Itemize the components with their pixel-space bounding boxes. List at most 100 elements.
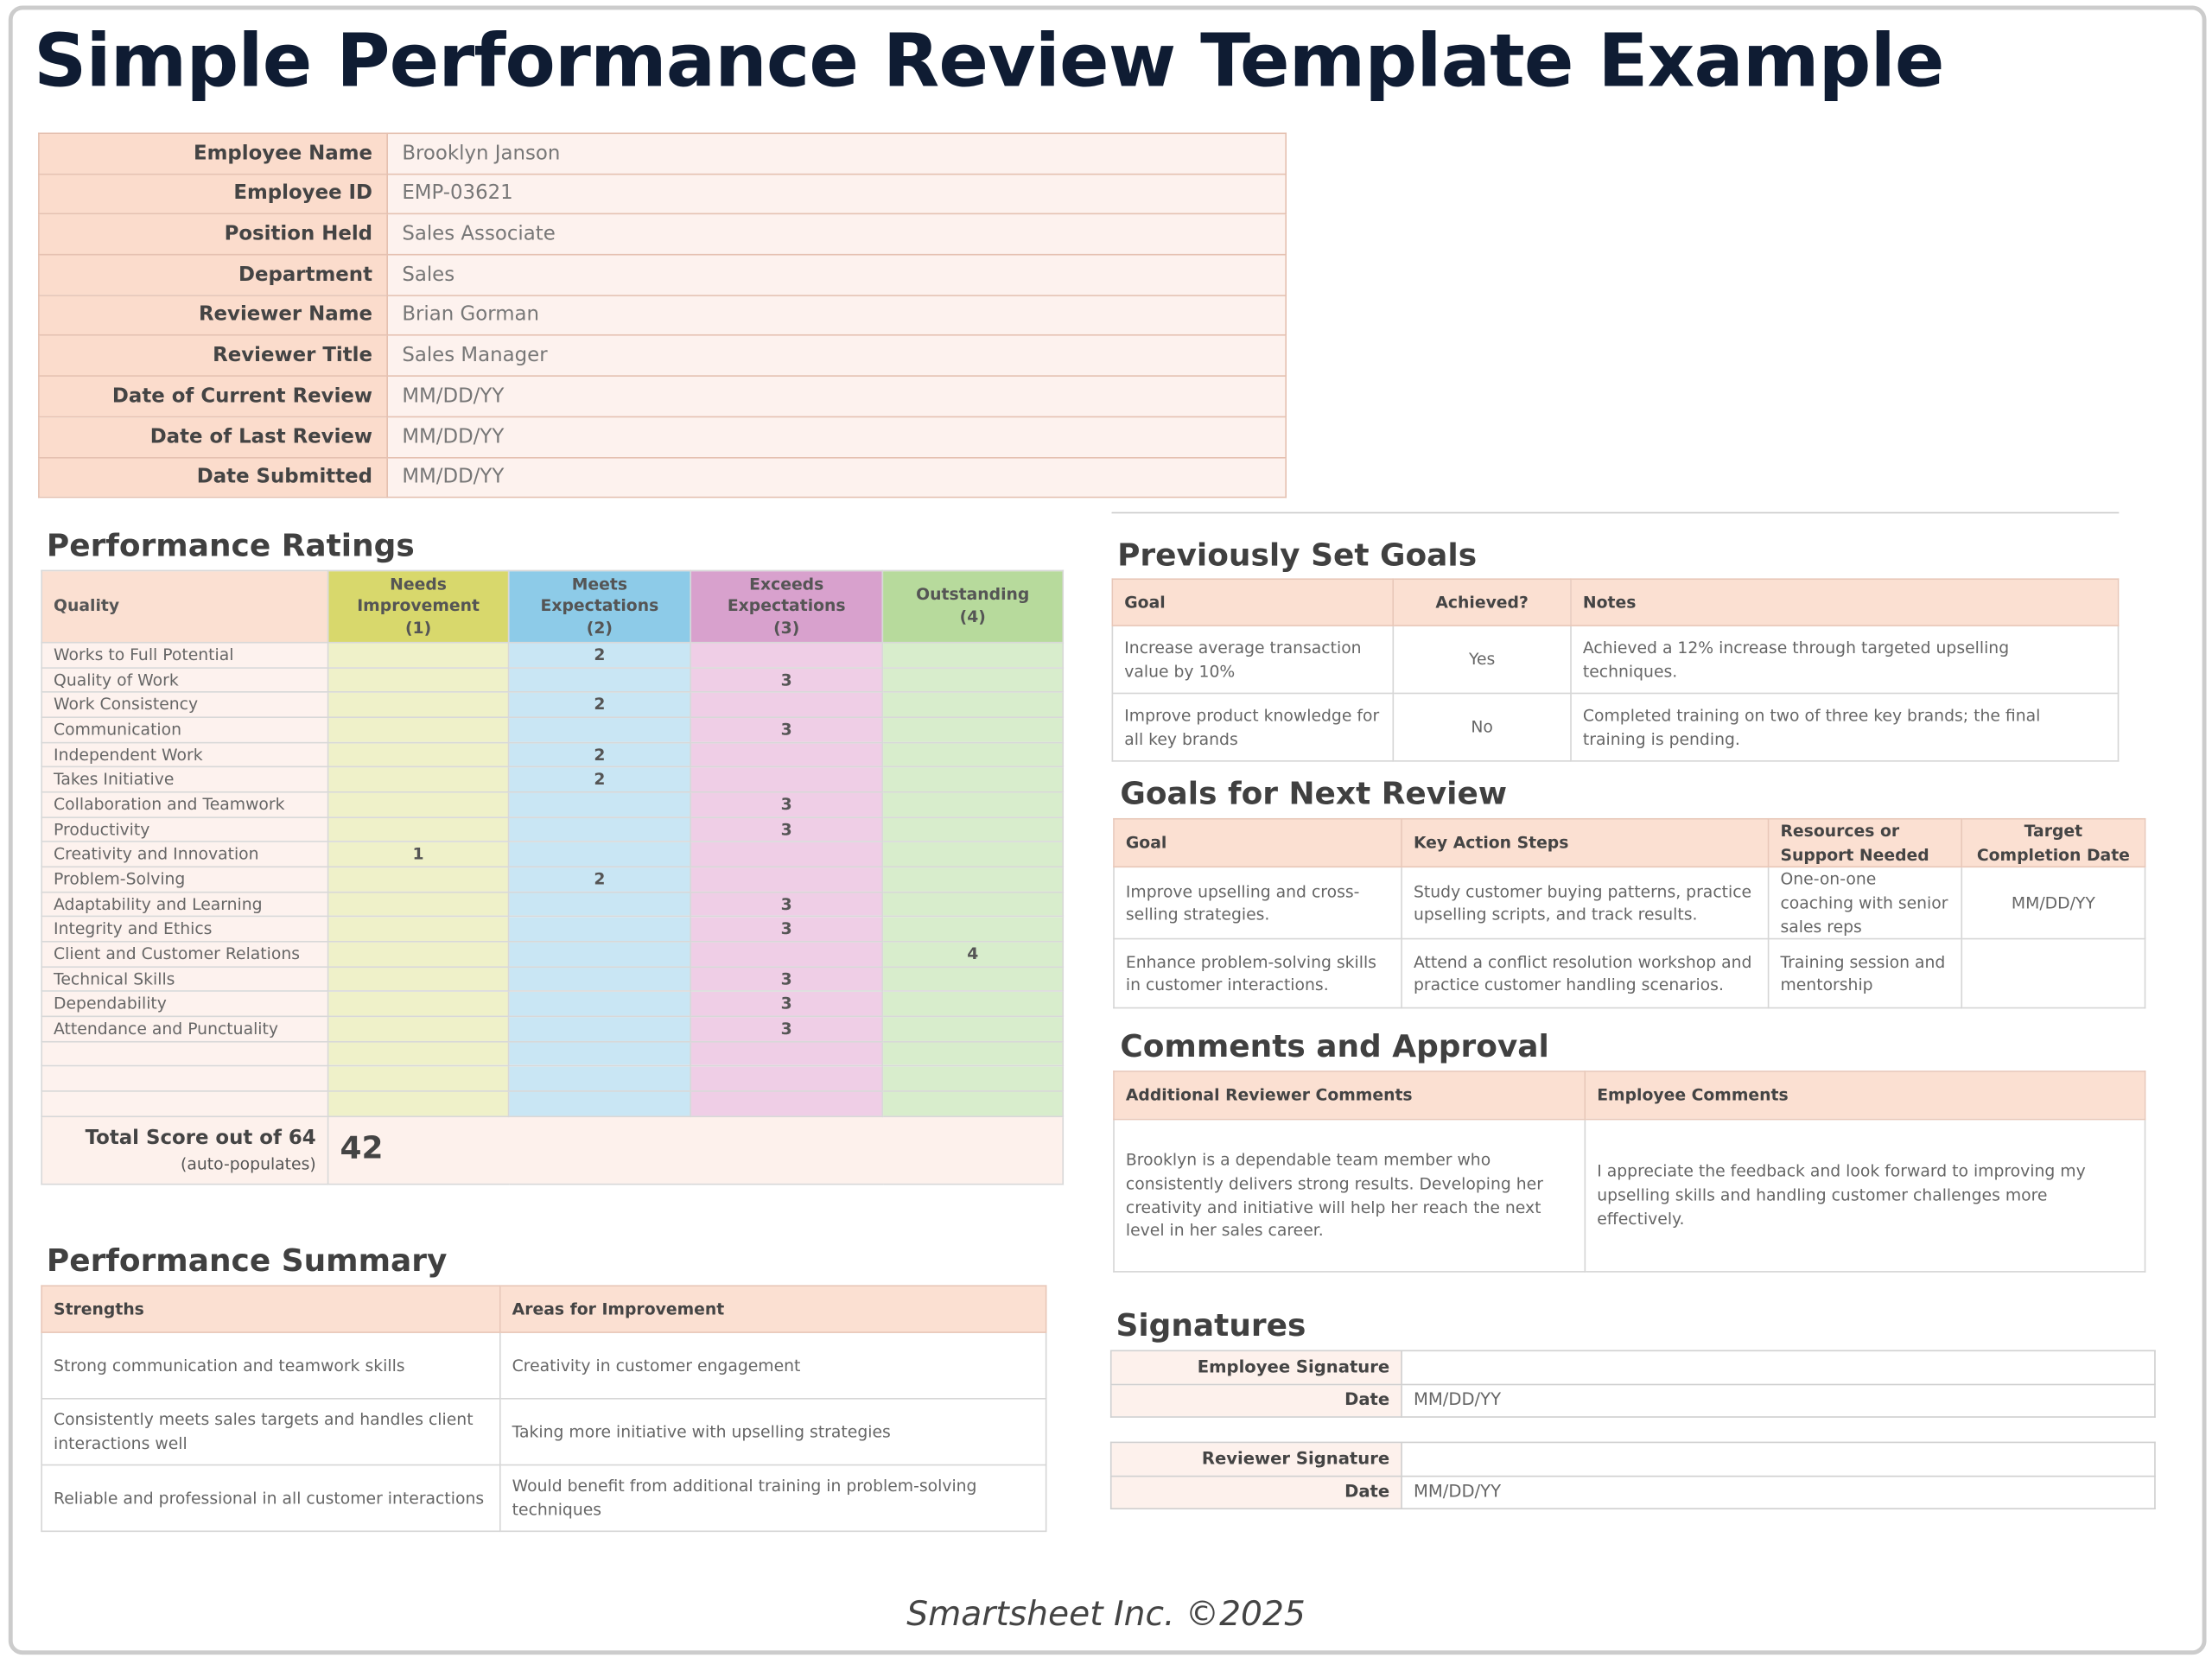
- section-title: Comments and Approval: [1120, 1029, 1549, 1065]
- quality: Collaboration and Teamwork: [41, 791, 329, 818]
- ratings-table: Quality Needs Improvement (1) Meets Expecta…: [41, 569, 1065, 1185]
- total-label-cell: Total Score out of 64 (auto-populates): [41, 1115, 329, 1185]
- quality: Quality of Work: [41, 666, 329, 694]
- rating-row: Work Consistency 2: [41, 691, 1065, 719]
- quality: Independent Work: [41, 741, 329, 768]
- rating-row: Quality of Work 3: [41, 666, 1065, 694]
- score: [327, 866, 510, 893]
- score: [507, 666, 692, 694]
- table: Reviewer Signature Date MM/DD/YY: [1109, 1441, 2156, 1509]
- table-body: Goal Achieved? Notes Increase average trans…: [1111, 578, 2120, 762]
- row: Improve upselling and cross-selling stra…: [1113, 867, 2146, 940]
- score: [327, 716, 510, 743]
- blank: [327, 1089, 510, 1117]
- row: Brooklyn is a dependable team member who…: [1113, 1118, 2146, 1273]
- blank: [327, 1040, 510, 1067]
- quality: Adaptability and Learning: [41, 891, 329, 918]
- score: [881, 691, 1065, 719]
- quality: Integrity and Ethics: [41, 916, 329, 943]
- cell: Training session and mentorship: [1767, 938, 1963, 1009]
- score: 3: [690, 891, 884, 918]
- signature-row: Date MM/DD/YY: [1109, 1382, 2156, 1418]
- score: [690, 766, 884, 793]
- score: [327, 916, 510, 943]
- level-scale: (4): [959, 607, 986, 626]
- table: Goal Achieved? Notes Increase average trans…: [1111, 578, 2120, 762]
- signature-label: Reviewer Signature: [1109, 1441, 1402, 1477]
- score: [327, 766, 510, 793]
- total: 42: [327, 1115, 1065, 1185]
- cell: I appreciate the feedback and look forwa…: [1584, 1118, 2146, 1273]
- cell: Enhance problem-solving skills in custom…: [1113, 938, 1402, 1009]
- quality: Dependability: [41, 990, 329, 1018]
- row: Reliable and professional in all custome…: [41, 1464, 1047, 1533]
- score: [507, 841, 692, 868]
- score: [327, 791, 510, 818]
- quality: Technical Skills: [41, 965, 329, 993]
- score: [881, 965, 1065, 993]
- rating-row: Independent Work 2: [41, 741, 1065, 768]
- field-label: Reviewer Title: [38, 334, 388, 378]
- header-cell: Strengths: [41, 1285, 501, 1333]
- signature-label: Date: [1109, 1475, 1402, 1509]
- next-goals-table: Goal Key Action Steps Resources or Support…: [1113, 817, 2146, 1009]
- score: [881, 791, 1065, 818]
- score: [507, 965, 692, 993]
- score: [327, 741, 510, 768]
- total-row: Total Score out of 64 (auto-populates) 42: [41, 1115, 1065, 1185]
- cell: Strong communication and teamwork skills: [41, 1331, 501, 1400]
- score: 2: [507, 766, 692, 793]
- info-row: Employee Name Brooklyn Janson: [38, 132, 1287, 175]
- level-scale: (1): [404, 617, 432, 638]
- field-label: Department: [38, 253, 388, 296]
- rating-row: Takes Initiative 2: [41, 766, 1065, 793]
- score: [881, 816, 1065, 843]
- info-row: Date of Current Review MM/DD/YY: [38, 375, 1287, 417]
- signature-value: [1401, 1350, 2156, 1385]
- comments-table: Additional Reviewer Comments Employee Com…: [1113, 1070, 2146, 1273]
- level-scale: (2): [586, 617, 613, 638]
- score: [327, 965, 510, 993]
- field-value: MM/DD/YY: [386, 456, 1287, 499]
- rating-row: Technical Skills 3: [41, 965, 1065, 993]
- score: [690, 641, 884, 669]
- cell: Improve product knowledge for all key br…: [1111, 692, 1395, 762]
- cell: Consistently meets sales targets and han…: [41, 1398, 501, 1466]
- header-row: Additional Reviewer Comments Employee Com…: [1113, 1070, 2146, 1121]
- score: [881, 666, 1065, 694]
- score: 3: [690, 716, 884, 743]
- table-body: Quality Needs Improvement (1) Meets Expecta…: [41, 569, 1065, 1185]
- score: [327, 816, 510, 843]
- table: Quality Needs Improvement (1) Meets Expecta…: [41, 569, 1065, 1185]
- header-cell: Key Action Steps: [1401, 817, 1770, 868]
- cell: One-on-one coaching with senior sales re…: [1767, 867, 1963, 940]
- score: [690, 941, 884, 968]
- total-label: Total Score out of 64: [85, 1126, 316, 1149]
- table-body: Strengths Areas for Improvement Strong com…: [41, 1285, 1047, 1533]
- score: [327, 641, 510, 669]
- level-header: Exceeds Expectations (3): [690, 569, 884, 644]
- cell: Reliable and professional in all custome…: [41, 1464, 501, 1533]
- rating-row: Integrity and Ethics 3: [41, 916, 1065, 943]
- cell: Would benefit from additional training i…: [499, 1464, 1047, 1533]
- score: 4: [881, 941, 1065, 968]
- score: 2: [507, 691, 692, 719]
- level-name: Exceeds Expectations: [727, 574, 846, 616]
- table-body: Reviewer Signature Date MM/DD/YY: [1109, 1441, 2156, 1509]
- signature-row: Reviewer Signature: [1109, 1441, 2156, 1477]
- info-row: Reviewer Title Sales Manager: [38, 334, 1287, 378]
- field-value: Sales Manager: [386, 334, 1287, 378]
- rating-row: Productivity 3: [41, 816, 1065, 843]
- score: [327, 891, 510, 918]
- field-value: EMP-03621: [386, 173, 1287, 215]
- score: [507, 941, 692, 968]
- score: 2: [507, 866, 692, 893]
- score: [881, 990, 1065, 1018]
- blank: [881, 1089, 1065, 1117]
- section-title: Previously Set Goals: [1117, 538, 1478, 575]
- field-label: Position Held: [38, 213, 388, 256]
- score: [507, 816, 692, 843]
- header-row: Goal Achieved? Notes: [1111, 578, 2120, 626]
- field-value: MM/DD/YY: [386, 416, 1287, 458]
- cell: Yes: [1392, 625, 1572, 695]
